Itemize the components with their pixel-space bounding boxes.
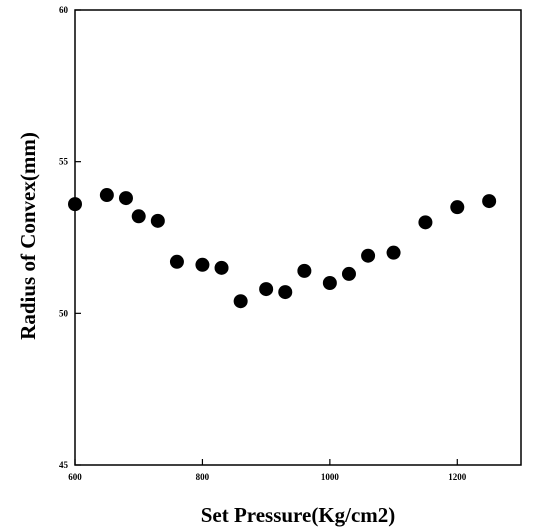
data-point [99, 188, 114, 203]
x-tick-label: 1200 [448, 472, 467, 482]
data-point [233, 294, 248, 309]
y-tick-label: 45 [59, 460, 69, 470]
data-point [195, 257, 210, 272]
plot-frame [74, 9, 522, 466]
y-axis-title: Radius of Convex(mm) [16, 132, 40, 340]
data-point [259, 282, 274, 297]
data-point [361, 248, 376, 263]
y-tick-label: 60 [59, 5, 69, 15]
data-point [118, 191, 133, 206]
y-tick-label: 55 [59, 157, 69, 167]
data-point [450, 200, 465, 215]
data-point [418, 215, 433, 230]
data-points [68, 188, 497, 309]
axis-ticks [74, 9, 458, 466]
data-point [386, 245, 401, 260]
x-tick-label: 1000 [321, 472, 340, 482]
data-point [169, 254, 184, 269]
y-tick-labels: 45 50 55 60 [59, 5, 69, 470]
y-tick-label: 50 [59, 308, 69, 318]
x-axis-title: Set Pressure(Kg/cm2) [201, 503, 396, 527]
data-point [322, 276, 337, 290]
data-point [278, 285, 293, 300]
data-point [68, 197, 82, 212]
x-tick-labels: 600 800 1000 1200 [68, 472, 467, 482]
data-point [214, 260, 229, 275]
data-point [297, 263, 312, 278]
data-point [150, 213, 165, 228]
data-point [482, 194, 497, 209]
data-point [341, 266, 356, 281]
data-point [131, 209, 146, 224]
x-tick-label: 800 [196, 472, 210, 482]
x-tick-label: 600 [68, 472, 82, 482]
